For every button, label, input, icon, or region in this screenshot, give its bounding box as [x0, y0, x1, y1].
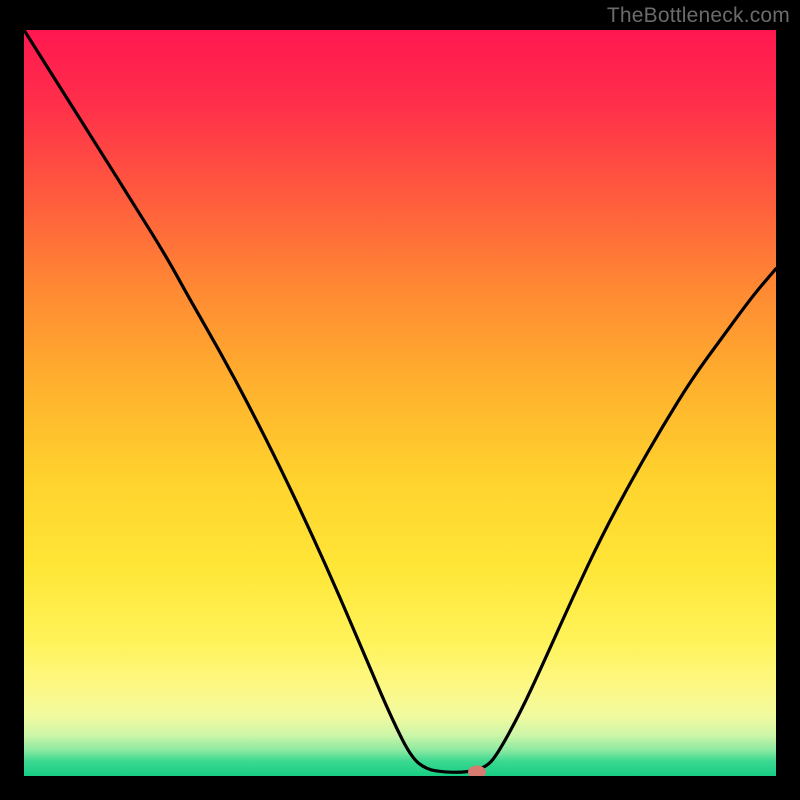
optimal-point-marker: [468, 765, 486, 776]
chart-frame: TheBottleneck.com: [0, 0, 800, 800]
bottleneck-curve: [24, 30, 776, 776]
plot-area: [24, 30, 776, 776]
watermark-text: TheBottleneck.com: [607, 4, 790, 28]
